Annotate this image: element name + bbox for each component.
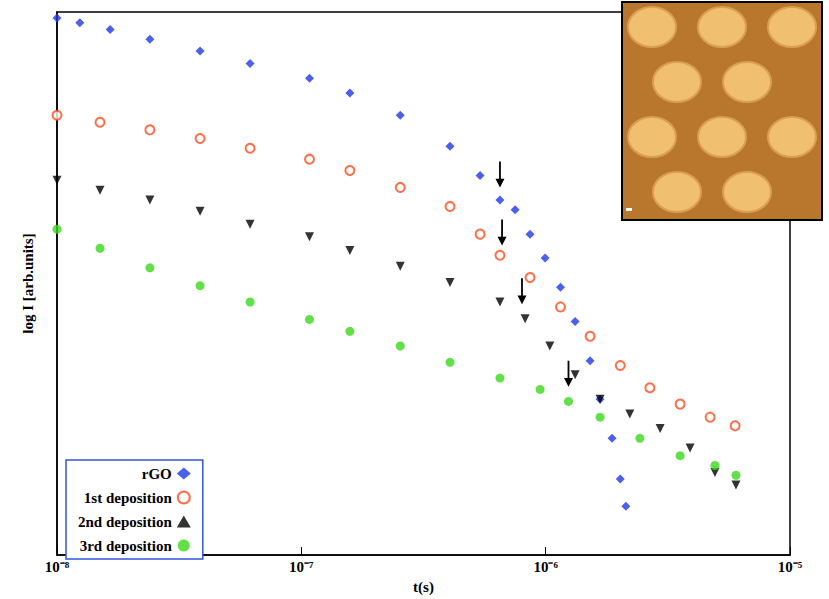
svg-text:10⁻⁷: 10⁻⁷ (289, 559, 314, 575)
svg-text:3rd deposition: 3rd deposition (80, 538, 173, 554)
svg-text:2nd deposition: 2nd deposition (78, 514, 172, 530)
svg-text:rGO: rGO (142, 466, 172, 482)
svg-text:log I [arb.units]: log I [arb.units] (20, 233, 36, 333)
svg-text:10⁻⁶: 10⁻⁶ (533, 559, 558, 575)
svg-text:1st deposition: 1st deposition (84, 490, 173, 506)
svg-text:10⁻⁵: 10⁻⁵ (778, 559, 803, 575)
svg-text:10⁻⁸: 10⁻⁸ (45, 559, 70, 575)
svg-text:t(s): t(s) (413, 579, 434, 596)
